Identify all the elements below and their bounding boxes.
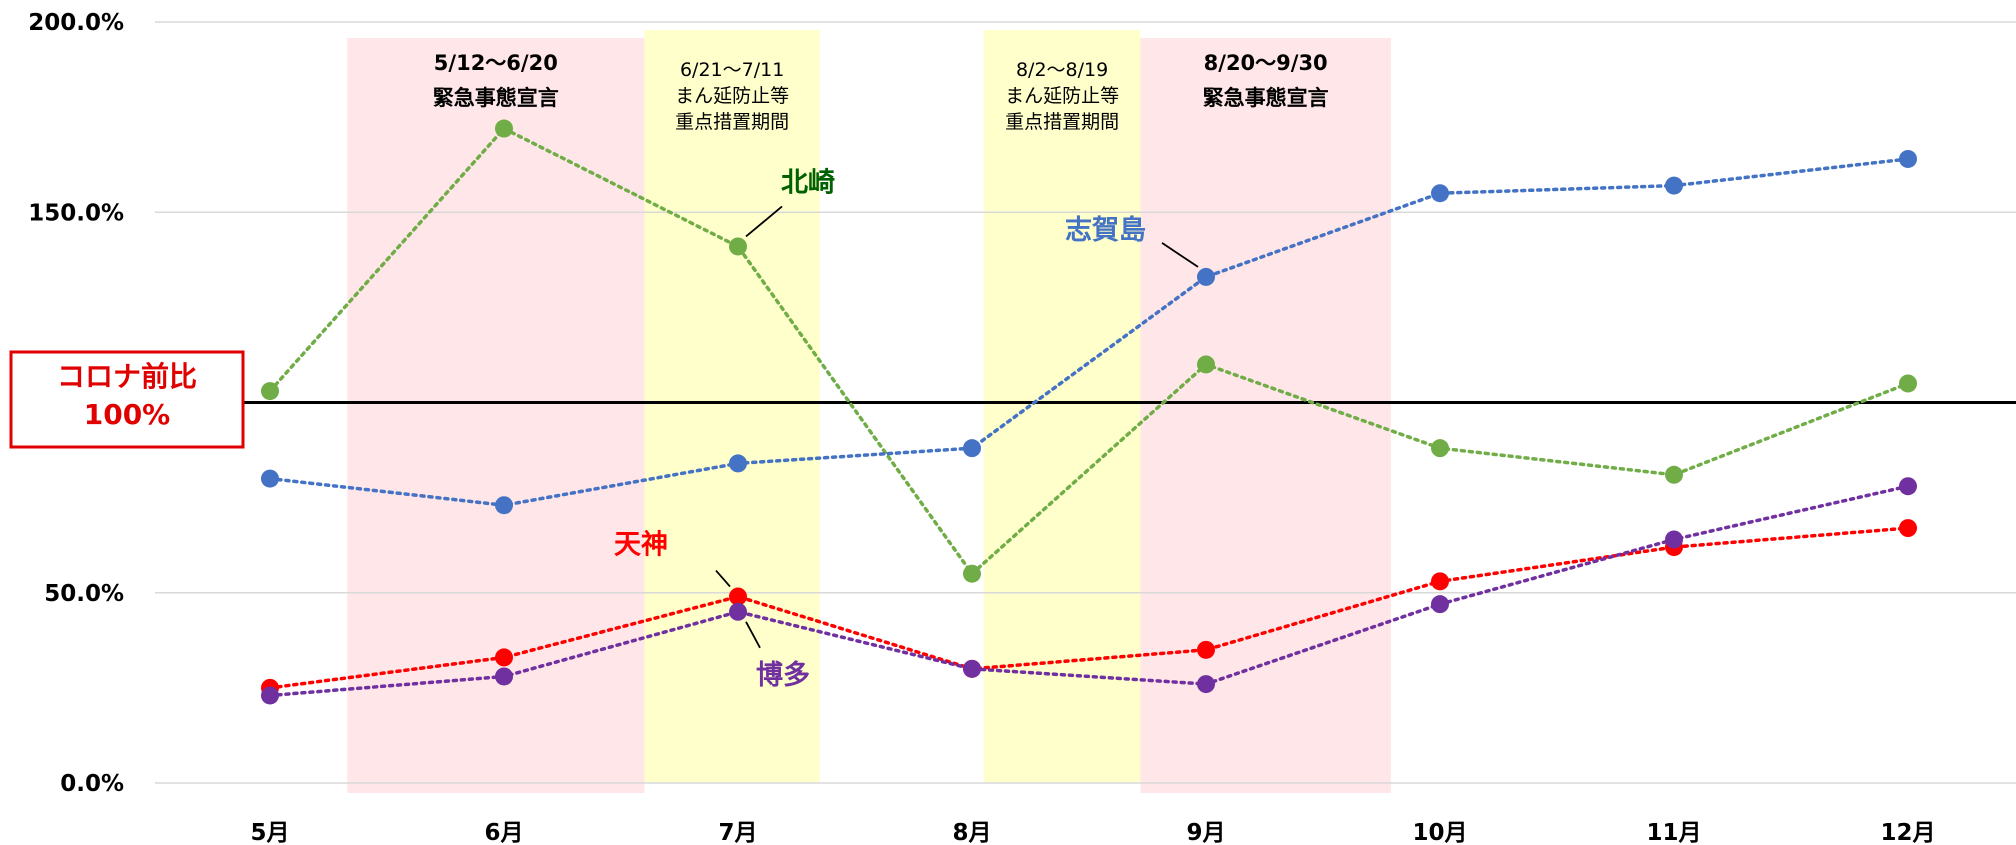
series-line-2 — [268, 526, 1910, 690]
series-label-2: 天神 — [614, 530, 668, 561]
band-0 — [347, 38, 645, 793]
band-1-label-1: まん延防止等 — [675, 85, 789, 107]
series-1-point-7 — [1899, 149, 1917, 168]
x-tick-label-6: 11月 — [1646, 820, 1701, 845]
series-2-point-4 — [1197, 640, 1215, 659]
series-line-0 — [268, 126, 1910, 577]
band-3-label-0: 8/20〜9/30 — [1204, 51, 1328, 75]
y-tick-label-2: 150.0% — [28, 200, 124, 226]
series-2-point-1 — [495, 648, 513, 667]
series-1-point-2 — [729, 454, 747, 473]
gridlines — [155, 21, 2016, 784]
series-3-point-4 — [1197, 675, 1215, 694]
series-0-point-0 — [261, 382, 279, 401]
series-3-point-2 — [729, 602, 747, 621]
band-0-label-0: 5/12〜6/20 — [434, 51, 558, 75]
band-2 — [983, 30, 1141, 782]
series-label-0: 北崎 — [781, 167, 835, 198]
series-0-point-4 — [1197, 355, 1215, 374]
reference-label-1: 100% — [84, 398, 171, 431]
series-1-point-5 — [1431, 184, 1449, 203]
reference-label-box — [9, 350, 245, 449]
series-3-leader — [745, 621, 761, 649]
x-tick-label-0: 5月 — [250, 820, 289, 845]
band-2-label-1: まん延防止等 — [1005, 85, 1119, 107]
series-line-3 — [268, 484, 1910, 698]
band-1 — [644, 30, 820, 782]
series-3-point-3 — [963, 659, 981, 678]
reference-line: コロナ前比 100% — [9, 350, 2016, 449]
series-3-point-6 — [1665, 530, 1683, 549]
series-1-leader — [1161, 242, 1199, 268]
series-1-point-3 — [963, 439, 981, 458]
series-0-leader — [745, 205, 783, 238]
band-1-label-2: 重点措置期間 — [675, 111, 789, 133]
series-3-point-1 — [495, 667, 513, 686]
x-tick-label-1: 6月 — [484, 820, 523, 845]
x-tick-label-7: 12月 — [1880, 820, 1935, 845]
series-2-point-2 — [729, 587, 747, 606]
series-1-point-6 — [1665, 176, 1683, 195]
series-2-point-7 — [1899, 519, 1917, 538]
x-tick-label-4: 9月 — [1186, 820, 1225, 845]
series-1-point-4 — [1197, 267, 1215, 286]
band-2-label-0: 8/2〜8/19 — [1016, 59, 1108, 81]
series-0-point-2 — [729, 237, 747, 256]
reference-label-0: コロナ前比 — [57, 360, 197, 393]
series-3-point-5 — [1431, 595, 1449, 614]
x-tick-label-2: 7月 — [718, 820, 757, 845]
series-0-point-1 — [495, 119, 513, 138]
y-tick-label-3: 200.0% — [28, 10, 124, 36]
series-0-point-3 — [963, 564, 981, 583]
series-3-point-7 — [1899, 477, 1917, 496]
x-axis-ticks: 5月 6月 7月 8月 9月 10月 11月 12月 — [250, 820, 1935, 845]
band-2-label-2: 重点措置期間 — [1005, 111, 1119, 133]
y-axis-ticks: 0.0% 50.0% 150.0% 200.0% — [28, 10, 124, 797]
series-label-3: 博多 — [756, 659, 810, 691]
series-lines — [261, 119, 1917, 705]
x-tick-label-3: 8月 — [952, 820, 991, 845]
series-1-point-0 — [261, 469, 279, 488]
band-3-label-1: 緊急事態宣言 — [1203, 86, 1329, 110]
series-label-1: 志賀島 — [1065, 215, 1146, 246]
series-2-point-5 — [1431, 572, 1449, 591]
series-0-point-5 — [1431, 439, 1449, 458]
series-0-point-6 — [1665, 465, 1683, 484]
series-0-point-7 — [1899, 374, 1917, 393]
x-tick-label-5: 10月 — [1412, 820, 1467, 845]
y-tick-label-1: 50.0% — [44, 581, 124, 607]
series-3-point-0 — [261, 686, 279, 705]
period-bands: 5/12〜6/20緊急事態宣言6/21〜7/11まん延防止等重点措置期間8/2〜… — [347, 30, 1391, 793]
band-1-label-0: 6/21〜7/11 — [680, 59, 784, 81]
series-1-point-1 — [495, 496, 513, 515]
band-3 — [1140, 38, 1391, 793]
series-line-1 — [268, 157, 1910, 508]
series-2-leader — [715, 569, 731, 588]
y-tick-label-0: 0.0% — [60, 771, 124, 797]
band-0-label-1: 緊急事態宣言 — [433, 86, 559, 110]
